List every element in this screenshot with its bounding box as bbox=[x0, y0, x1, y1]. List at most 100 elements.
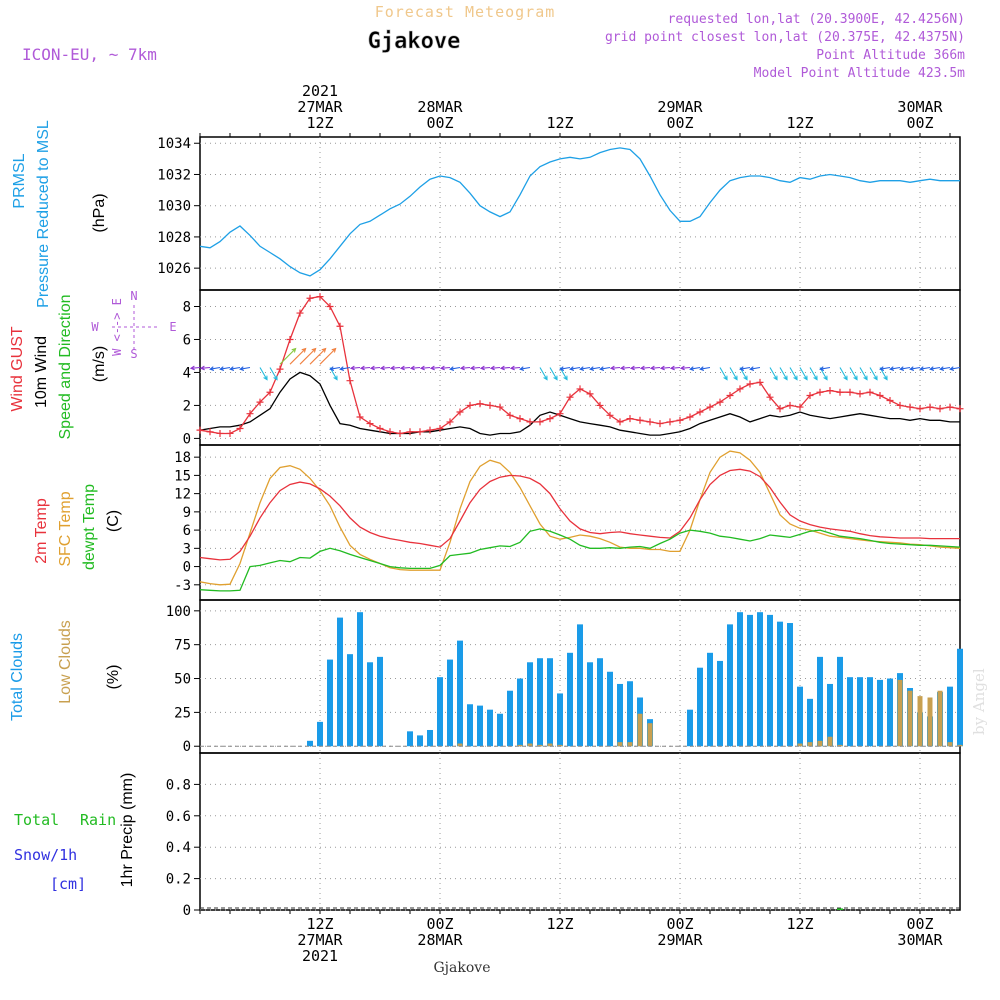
2m-temp-line bbox=[199, 468, 960, 561]
wind-gust-point bbox=[276, 365, 284, 373]
wind-direction-arrow bbox=[639, 365, 651, 371]
wind-gust-point bbox=[216, 429, 224, 437]
total-cloud-bar bbox=[417, 735, 423, 747]
total-cloud-bar bbox=[707, 652, 713, 747]
total-cloud-bar bbox=[447, 659, 453, 747]
total-cloud-bar bbox=[557, 693, 563, 747]
time-label-bottom: 12Z bbox=[546, 915, 573, 933]
sfc-temp-line bbox=[199, 450, 961, 586]
wind-gust-point bbox=[266, 388, 274, 396]
low-cloud-bar bbox=[937, 690, 943, 747]
time-label-top: 00Z bbox=[906, 114, 933, 132]
wind-speed-line bbox=[199, 371, 960, 436]
low-cloud-bar bbox=[837, 744, 843, 747]
wind-direction-arrow bbox=[779, 367, 788, 381]
total-cloud-bar bbox=[577, 624, 583, 747]
wind-direction-arrow bbox=[209, 366, 221, 372]
y-tick-label: 8 bbox=[183, 299, 191, 315]
wind-gust-point bbox=[436, 425, 444, 433]
wind-gust-point bbox=[416, 428, 424, 436]
temp-sfc-label: SFC Temp bbox=[57, 491, 74, 566]
time-label-top: 28MAR bbox=[417, 98, 463, 116]
chart-title: Forecast Meteogram bbox=[375, 3, 556, 21]
time-label-top: 2021 bbox=[302, 82, 338, 100]
wind-gust-point bbox=[556, 410, 564, 418]
wind-direction-arrow bbox=[199, 365, 211, 371]
total-cloud-bar bbox=[537, 658, 543, 747]
total-cloud-bar bbox=[767, 614, 773, 747]
wind-gust-point bbox=[376, 425, 384, 433]
total-cloud-bar bbox=[427, 729, 433, 747]
wind-gust-point bbox=[756, 378, 764, 386]
low-cloud-bar bbox=[827, 736, 833, 747]
total-cloud-bar bbox=[877, 679, 883, 747]
low-cloud-bar bbox=[637, 713, 643, 747]
wind-unit-label: (m/s) bbox=[91, 346, 108, 382]
time-label-bottom: 30MAR bbox=[897, 931, 943, 949]
precip-total-label: Total bbox=[14, 811, 59, 829]
wind-direction-arrow bbox=[279, 347, 297, 365]
low-cloud-bar bbox=[817, 740, 823, 747]
total-cloud-bar bbox=[517, 678, 523, 747]
y-tick-label: 1028 bbox=[157, 230, 191, 246]
wind-direction-arrow bbox=[409, 365, 421, 371]
wind-direction-arrow bbox=[269, 367, 278, 381]
time-label-top: 00Z bbox=[666, 114, 693, 132]
total-cloud-bar bbox=[317, 721, 323, 747]
wind-direction-arrow bbox=[189, 365, 201, 371]
point-altitude: Point Altitude 366m bbox=[816, 48, 965, 63]
wind-direction-arrow bbox=[899, 366, 911, 372]
wind-gust-point bbox=[576, 385, 584, 393]
wind-gust-point bbox=[306, 294, 314, 302]
y-tick-label: 0.4 bbox=[166, 840, 191, 856]
time-label-bottom: 12Z bbox=[786, 915, 813, 933]
wind-direction-arrow bbox=[439, 365, 451, 371]
y-tick-label: 0 bbox=[183, 739, 191, 755]
wind-direction-arrow bbox=[819, 366, 831, 372]
total-cloud-bar bbox=[367, 662, 373, 747]
y-tick-label: 1030 bbox=[157, 199, 191, 215]
wind-direction-arrow bbox=[429, 365, 441, 371]
panel-frame-temperature bbox=[199, 444, 961, 601]
wind-gust-point bbox=[816, 388, 824, 396]
wind-direction-arrow bbox=[369, 365, 381, 371]
wind-direction-arrow bbox=[729, 367, 738, 381]
wind-dir-label: Speed and Direction bbox=[57, 295, 74, 440]
clouds-unit-label: (%) bbox=[105, 665, 122, 690]
model-altitude: Model Point Altitude 423.5m bbox=[754, 66, 965, 81]
wind-direction-arrow bbox=[849, 367, 858, 381]
low-cloud-bar bbox=[557, 744, 563, 747]
total-cloud-bar bbox=[597, 658, 603, 747]
wind-gust-point bbox=[916, 405, 924, 413]
wind-direction-arrow bbox=[889, 366, 901, 372]
compass-cross bbox=[112, 305, 160, 350]
wind-gust-point bbox=[296, 309, 304, 317]
wind-gust-point bbox=[906, 403, 914, 411]
wind-gust-point bbox=[696, 408, 704, 416]
wind-direction-arrow bbox=[419, 365, 431, 371]
wind-direction-arrow bbox=[769, 367, 778, 381]
y-tick-label: 1034 bbox=[157, 136, 191, 152]
wind-gust-point bbox=[676, 416, 684, 424]
compass-label: W <--> E bbox=[110, 298, 124, 356]
time-label-top: 12Z bbox=[546, 114, 573, 132]
wind-direction-arrow bbox=[459, 365, 471, 371]
wind-gust-point bbox=[406, 428, 414, 436]
low-cloud-bar bbox=[917, 696, 923, 747]
wind-gust-point bbox=[206, 428, 214, 436]
wind-direction-arrow bbox=[309, 347, 327, 365]
low-cloud-bar bbox=[517, 744, 523, 747]
y-tick-label: 100 bbox=[166, 604, 191, 620]
wind-direction-arrow bbox=[479, 365, 491, 371]
compass-n: N bbox=[130, 289, 137, 303]
compass-s: S bbox=[130, 347, 137, 361]
total-cloud-bar bbox=[507, 690, 513, 747]
y-tick-label: 18 bbox=[174, 450, 191, 466]
low-cloud-bar bbox=[527, 743, 533, 747]
wind-gust-point bbox=[286, 335, 294, 343]
wind-10m-label: 10m Wind bbox=[33, 336, 50, 408]
wind-gust-point bbox=[526, 418, 534, 426]
total-cloud-bar bbox=[737, 612, 743, 747]
wind-direction-arrow bbox=[399, 365, 411, 371]
total-cloud-bar bbox=[407, 731, 413, 747]
